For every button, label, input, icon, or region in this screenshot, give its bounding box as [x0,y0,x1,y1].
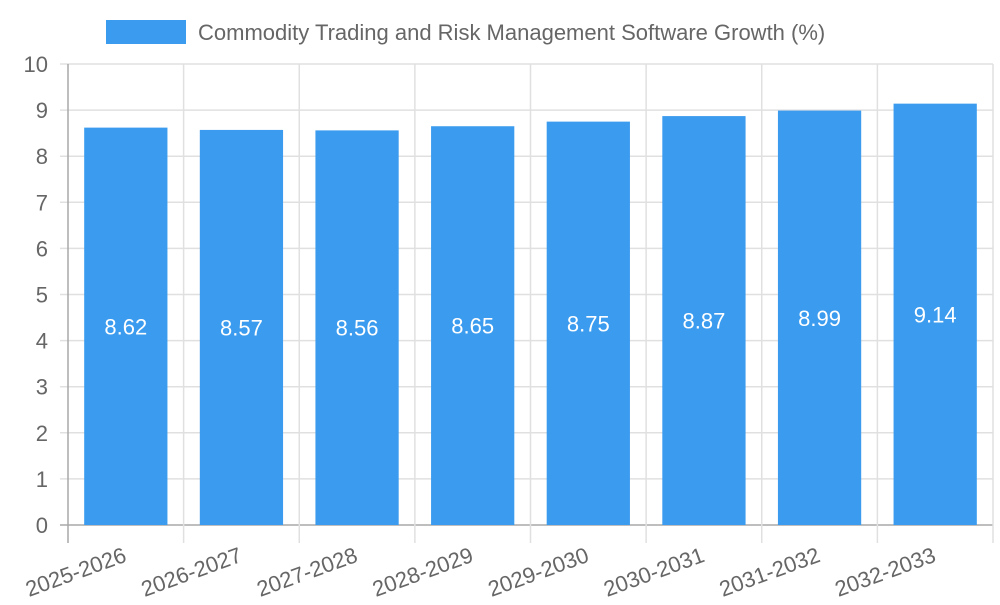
bar-value-label: 8.99 [798,306,841,331]
x-tick-label: 2025-2026 [22,542,129,600]
bar-value-label: 8.75 [567,311,610,336]
bar[interactable] [84,127,168,526]
legend[interactable]: Commodity Trading and Risk Management So… [106,20,825,45]
bar-value-label: 8.87 [683,309,726,334]
y-tick-label: 9 [36,98,48,123]
y-tick-label: 6 [36,236,48,261]
y-tick-label: 8 [36,144,48,169]
bar[interactable] [315,130,399,525]
bar[interactable] [431,126,515,526]
x-tick-label: 2027-2028 [253,542,360,600]
x-tick-label: 2032-2033 [831,542,938,600]
legend-swatch[interactable] [106,20,186,44]
y-tick-label: 1 [36,467,48,492]
bar-value-label: 8.62 [104,314,147,339]
x-axis: 2025-2026 2026-2027 2027-2028 2028-2029 2029… [22,542,939,601]
x-tick-label: 2028-2029 [369,542,476,600]
bar[interactable] [662,116,746,525]
legend-label[interactable]: Commodity Trading and Risk Management So… [198,20,825,45]
y-tick-label: 3 [36,375,48,400]
y-tick-label: 5 [36,283,48,308]
x-tick-label: 2031-2032 [716,542,823,600]
x-tick-label: 2026-2027 [138,542,245,600]
bar[interactable] [199,129,284,525]
y-tick-label: 0 [36,513,48,538]
bar[interactable] [777,110,862,525]
y-tick-label: 10 [24,52,48,77]
bar-value-label: 9.14 [914,302,957,327]
y-tick-label: 4 [36,329,48,354]
bar-value-label: 8.56 [336,316,379,341]
x-tick-label: 2029-2030 [485,542,592,600]
bar-value-label: 8.65 [451,314,494,339]
bar[interactable] [893,103,977,525]
bars: 8.62 8.57 8.56 8.65 8.75 8.87 8.99 9.14 [84,103,977,526]
x-tick-label: 2030-2031 [600,542,707,600]
bar[interactable] [546,121,630,525]
y-tick-label: 2 [36,421,48,446]
y-tick-label: 7 [36,190,48,215]
y-axis: 0 1 2 3 4 5 6 7 8 9 10 [24,52,48,538]
bar-value-label: 8.57 [220,315,263,340]
